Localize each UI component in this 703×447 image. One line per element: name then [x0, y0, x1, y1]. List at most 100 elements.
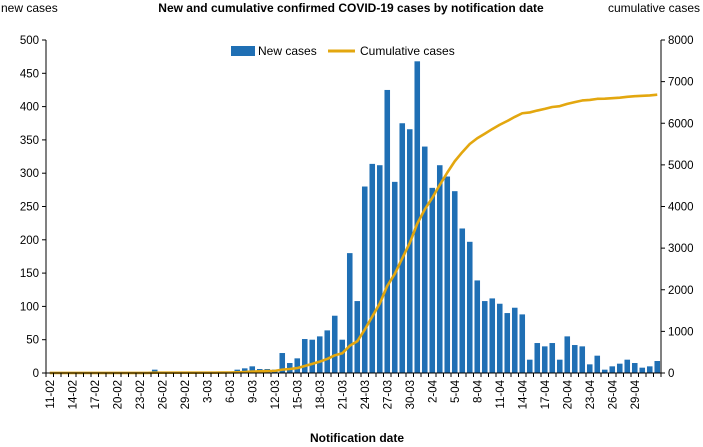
legend-label-cumulative: Cumulative cases [360, 44, 455, 58]
legend-label-new-cases: New cases [258, 44, 317, 58]
bar [624, 359, 631, 373]
x-tick-label: 29-02 [180, 380, 192, 409]
bar [571, 345, 578, 373]
bar [609, 366, 616, 373]
right-tick-label: 2000 [668, 285, 694, 297]
x-tick-label: 14-04 [517, 379, 529, 409]
bar [249, 366, 256, 373]
bar [421, 146, 428, 373]
bar [549, 343, 556, 373]
bar [309, 339, 316, 373]
bar-series [151, 61, 661, 374]
right-tick-label: 3000 [668, 243, 694, 255]
bar [346, 253, 353, 373]
left-tick-label: 100 [20, 301, 39, 313]
right-tick-label: 0 [668, 368, 674, 380]
bar [564, 336, 571, 373]
bar [324, 330, 331, 373]
left-tick-label: 250 [20, 202, 39, 214]
bar [279, 353, 286, 373]
x-tick-label: 8-04 [472, 379, 484, 403]
bar [639, 367, 646, 373]
bar [436, 165, 443, 373]
bar [496, 303, 503, 373]
x-axis-title: Notification date [310, 431, 404, 445]
right-tick-label: 6000 [668, 118, 694, 130]
left-tick-label: 450 [20, 68, 39, 80]
bar [519, 314, 526, 373]
x-tick-label: 17-02 [90, 380, 102, 409]
bar [511, 307, 518, 373]
cumulative-line [49, 93, 658, 375]
x-tick-label: 17-04 [540, 379, 552, 409]
x-tick-label: 6-03 [225, 380, 237, 403]
bar [526, 359, 533, 373]
bar [556, 359, 563, 373]
right-tick-label: 1000 [668, 326, 694, 338]
x-tick-label: 21-03 [337, 380, 349, 409]
bar [586, 364, 593, 373]
bar [451, 191, 458, 373]
line-series [49, 93, 658, 375]
bar [579, 346, 586, 373]
right-axis-title: cumulative cases [608, 1, 700, 15]
x-tick-label: 24-03 [360, 380, 372, 409]
x-tick-label: 26-04 [607, 379, 619, 409]
bar [616, 363, 623, 373]
axes: 0501001502002503003504004505000100020003… [20, 35, 694, 409]
right-tick-label: 4000 [668, 202, 694, 214]
bar [316, 336, 323, 373]
left-tick-label: 350 [20, 135, 39, 147]
left-tick-label: 400 [20, 102, 39, 114]
bar [646, 366, 653, 373]
right-tick-label: 8000 [668, 35, 694, 47]
bar [489, 298, 496, 373]
x-tick-label: 27-03 [382, 380, 394, 409]
bar [376, 165, 383, 373]
bar [384, 89, 391, 373]
bar [399, 123, 406, 373]
bar [354, 301, 361, 373]
bar [294, 358, 301, 373]
bar [151, 369, 158, 373]
legend: New cases Cumulative cases [231, 44, 455, 58]
x-tick-label: 5-04 [450, 379, 462, 403]
bar [444, 176, 451, 373]
bar [301, 339, 308, 373]
chart-title: New and cumulative confirmed COVID-19 ca… [158, 1, 544, 15]
bar [631, 363, 638, 373]
x-tick-label: 20-02 [112, 380, 124, 409]
x-tick-label: 12-03 [270, 380, 282, 409]
x-tick-label: 3-03 [202, 380, 214, 403]
x-tick-label: 15-03 [292, 380, 304, 409]
left-tick-label: 50 [26, 335, 39, 347]
bar [429, 187, 436, 373]
bar [504, 313, 511, 373]
x-tick-label: 2-04 [427, 379, 439, 403]
bar [391, 181, 398, 373]
left-tick-label: 500 [20, 35, 39, 47]
x-tick-label: 11-04 [495, 379, 507, 408]
bar [466, 241, 473, 373]
bar [474, 280, 481, 373]
bar [339, 339, 346, 373]
left-axis-title: new cases [1, 1, 58, 15]
x-tick-label: 9-03 [247, 380, 259, 403]
bar [331, 315, 338, 373]
left-tick-label: 150 [20, 268, 39, 280]
right-tick-label: 5000 [668, 160, 694, 172]
bar [481, 301, 488, 373]
right-tick-label: 7000 [668, 77, 694, 89]
x-tick-label: 14-02 [67, 380, 79, 409]
bar [594, 355, 601, 373]
x-tick-label: 18-03 [315, 380, 327, 409]
left-tick-label: 0 [33, 368, 39, 380]
bar [534, 343, 541, 373]
bar [654, 361, 661, 373]
bar [369, 163, 376, 373]
x-tick-label: 20-04 [562, 379, 574, 409]
bar [406, 129, 413, 373]
x-tick-label: 23-02 [135, 380, 147, 409]
x-tick-label: 26-02 [157, 380, 169, 409]
